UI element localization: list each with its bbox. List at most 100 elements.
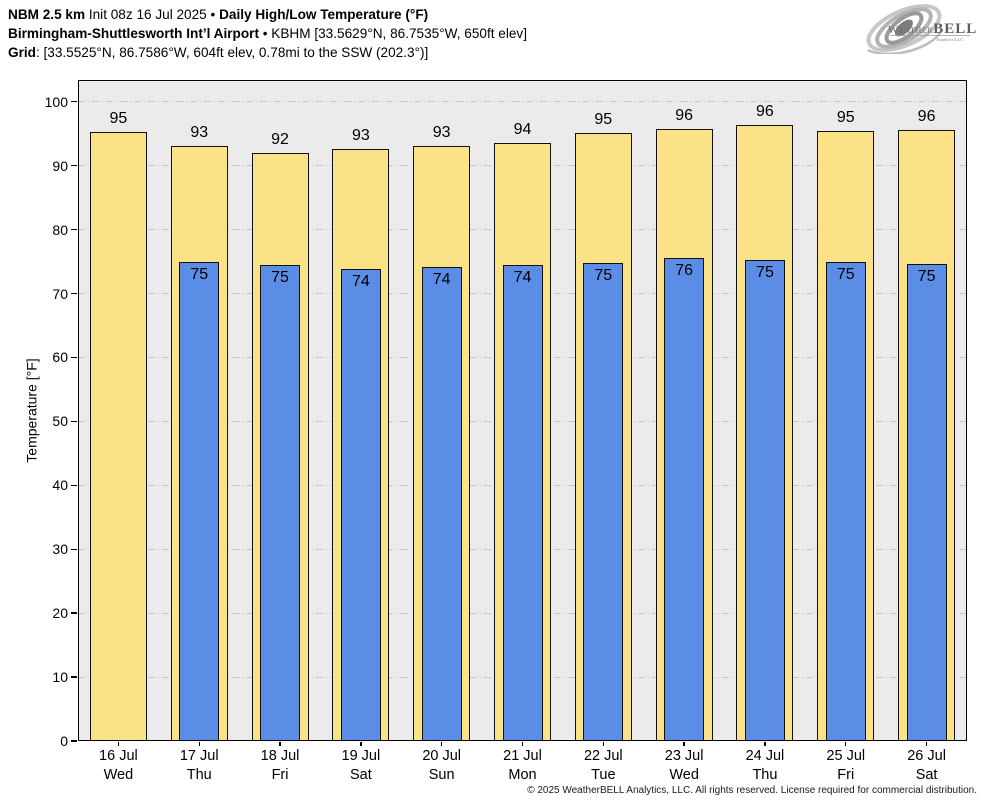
x-tick-weekday: Tue [591,767,616,783]
y-tick-label: 70 [52,285,68,302]
y-tick-label: 50 [52,413,68,430]
high-value-label: 96 [675,106,694,124]
x-tick-date: 18 Jul [260,748,300,764]
value-labels-layer: 95 93 75 92 75 93 74 93 74 94 74 95 75 96 76 96 75 95 75 96… [78,80,967,741]
x-tick-mark [845,742,847,746]
init-time: Init 08z 16 Jul 2025 • [85,7,220,22]
x-tick-weekday: Sat [915,767,938,783]
x-tick-weekday: Wed [669,767,699,783]
y-tick-label: 40 [52,477,68,494]
x-tick-date: 21 Jul [503,748,542,764]
y-tick-mark [71,101,77,103]
x-tick-label: 23 Jul Wed [644,747,725,785]
y-tick-label: 20 [52,605,68,622]
high-value-label: 95 [594,111,613,129]
low-value-label: 74 [432,270,451,288]
copyright-notice: © 2025 WeatherBELL Analytics, LLC. All r… [527,785,977,796]
x-tick-date: 19 Jul [341,748,381,764]
station-coords: • KBHM [33.5629°N, 86.7535°W, 650ft elev… [258,26,528,41]
hurricane-swirl-icon [866,4,943,54]
header-line-3: Grid: [33.5525°N, 86.7586°W, 604ft elev,… [8,43,527,62]
y-tick-label: 60 [52,349,68,366]
high-value-label: 93 [432,123,451,141]
y-tick-mark [71,548,77,550]
low-bar [825,261,866,741]
y-tick-mark [71,484,77,486]
low-value-label: 75 [836,265,855,283]
x-tick-date: 23 Jul [664,748,704,764]
x-tick-label: 19 Jul Sat [320,747,401,785]
x-tick-mark [683,742,685,746]
high-value-label: 93 [351,127,370,145]
x-tick-mark [279,742,281,746]
high-value-label: 95 [109,110,128,128]
x-tick-date: 26 Jul [907,748,946,764]
low-value-label: 75 [917,268,936,286]
logo-subtext: Analytics LLC [936,37,963,42]
x-tick-label: 17 Jul Thu [159,747,240,785]
x-tick-date: 22 Jul [583,748,623,764]
x-tick-weekday: Sun [428,767,455,783]
x-tick-mark [117,742,120,746]
x-tick-weekday: Wed [103,767,134,783]
x-tick-label: 16 Jul Wed [78,747,159,785]
y-tick-label: 10 [52,669,68,686]
x-tick-mark [602,742,604,746]
y-tick-label: 0 [60,733,68,749]
low-value-label: 74 [513,269,532,287]
low-value-label: 76 [675,261,694,279]
x-tick-label: 24 Jul Thu [725,747,806,785]
y-tick-mark [71,740,77,742]
x-tick-mark [440,742,443,746]
x-tick-date: 20 Jul [422,748,462,764]
station-name: Birmingham-Shuttlesworth Int’l Airport [8,26,259,41]
low-bar [260,264,301,741]
high-value-label: 95 [836,109,855,127]
grid-coords: : [33.5525°N, 86.7586°W, 604ft elev, 0.7… [35,45,429,60]
low-bar [664,257,705,741]
low-value-label: 75 [594,267,613,285]
x-tick-label: 20 Jul Sun [401,747,482,785]
y-tick-label: 30 [52,541,68,558]
gridline [78,101,967,103]
chart-header: NBM 2.5 km Init 08z 16 Jul 2025 • Daily … [8,5,527,62]
high-value-label: 96 [756,102,774,120]
x-tick-weekday: Fri [271,767,289,783]
x-tick-date: 17 Jul [179,748,219,764]
low-bar [421,266,462,741]
header-line-2: Birmingham-Shuttlesworth Int’l Airport •… [8,24,527,43]
low-value-label: 74 [351,273,370,291]
x-tick-weekday: Thu [752,767,778,783]
plot-area: 95 93 75 92 75 93 74 93 74 94 74 95 75 96 76 96 75 95 75 96… [78,80,967,741]
x-tick-label: 21 Jul Mon [482,747,563,785]
x-tick-weekday: Mon [508,767,537,783]
y-axis-title: Temperature [°F] [23,358,40,463]
low-value-label: 75 [190,266,209,284]
x-tick-mark [764,742,766,746]
y-tick-label: 80 [52,221,68,238]
weatherbell-logo: WeatherBELL Analytics LLC [866,4,976,54]
x-tick-mark [360,742,362,746]
y-tick-mark [71,164,77,167]
y-tick-mark [71,228,77,231]
low-bar [502,265,543,741]
x-tick-weekday: Fri [837,767,855,783]
logo-weather-text: Weather [888,24,933,36]
grid-label: Grid [8,45,36,60]
high-value-label: 94 [513,121,532,139]
model-name: NBM 2.5 km [8,7,86,22]
x-tick-weekday: Sat [349,767,372,783]
y-tick-mark [71,292,77,295]
low-bar [340,269,381,741]
x-tick-label: 26 Jul Sat [886,747,967,785]
high-value-label: 93 [190,123,209,141]
x-tick-date: 16 Jul [99,748,138,764]
x-tick-label: 25 Jul Fri [805,747,886,785]
y-tick-mark [71,356,77,359]
high-bar [89,132,147,741]
x-tick-label: 22 Jul Tue [563,747,644,785]
high-value-label: 96 [917,107,936,125]
high-value-label: 92 [271,130,289,148]
y-tick-label: 90 [52,157,68,174]
low-bar [906,264,947,741]
